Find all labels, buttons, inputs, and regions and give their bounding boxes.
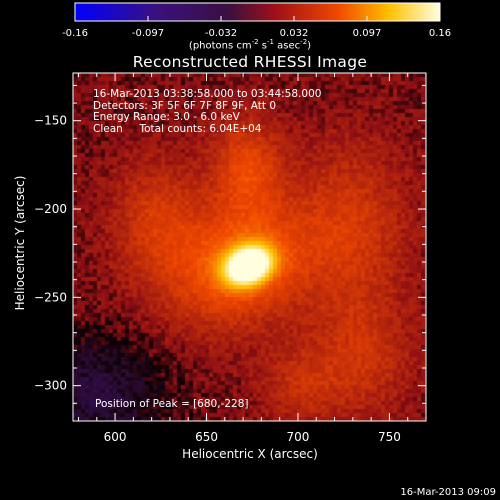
x-tick-label: 650 — [195, 430, 218, 444]
colorbar-tick-label: -0.032 — [205, 28, 237, 39]
x-tick-label: 600 — [104, 430, 127, 444]
colorbar-ticks: -0.16 -0.097 -0.032 0.032 0.097 0.16 — [62, 16, 451, 39]
y-axis-label: Heliocentric Y (arcsec) — [13, 175, 27, 311]
units-end: ) — [307, 40, 312, 52]
info-detectors: Detectors: 3F 5F 6F 7F 8F 9F, Att 0 — [93, 99, 277, 112]
colorbar-tick-label: 0.097 — [353, 28, 382, 39]
x-axis-label: Heliocentric X (arcsec) — [182, 447, 318, 461]
peak-position: Position of Peak = [680,-228] — [95, 398, 249, 410]
plot-frame — [72, 72, 427, 422]
y-tick-label: −150 — [34, 114, 67, 128]
colorbar — [74, 2, 441, 22]
chart-title: Reconstructed RHESSI Image — [132, 53, 368, 71]
colorbar-svg: -0.16 -0.097 -0.032 0.032 0.097 0.16 — [62, 2, 451, 39]
y-tick-label: −300 — [34, 379, 67, 393]
info-counts: Clean Total counts: 6.04E+04 — [93, 122, 262, 135]
y-ticks: −150 −200 −250 −300 — [34, 84, 426, 422]
heatmap-image — [73, 73, 426, 421]
units-exp-3: -2 — [300, 38, 308, 46]
colorbar-tick-label: -0.16 — [62, 28, 88, 39]
info-energy-range: Energy Range: 3.0 - 6.0 keV — [93, 111, 240, 123]
colorbar-tick-label: -0.097 — [132, 28, 164, 39]
units-exp-2: -1 — [267, 38, 274, 46]
units-mid: s — [258, 40, 268, 52]
image-info: 16-Mar-2013 03:38:58.000 to 03:44:58.000… — [93, 88, 322, 135]
x-tick-label: 700 — [287, 430, 310, 444]
units-mid-2: asec — [274, 40, 301, 52]
x-tick-label: 750 — [378, 430, 401, 444]
colorbar-units: (photons cm-2 s-1 asec-2) — [0, 38, 500, 51]
units-text: (photons cm — [188, 40, 252, 52]
timestamp: 16-Mar-2013 09:09 — [400, 487, 496, 498]
y-tick-label: −200 — [34, 202, 67, 216]
y-tick-label: −250 — [34, 290, 67, 304]
x-ticks: 600 650 700 750 — [77, 73, 427, 444]
units-exp-1: -2 — [251, 38, 259, 46]
info-time-range: 16-Mar-2013 03:38:58.000 to 03:44:58.000 — [93, 88, 322, 100]
colorbar-tick-label: 0.16 — [429, 28, 451, 39]
colorbar-tick-label: 0.032 — [280, 28, 309, 39]
